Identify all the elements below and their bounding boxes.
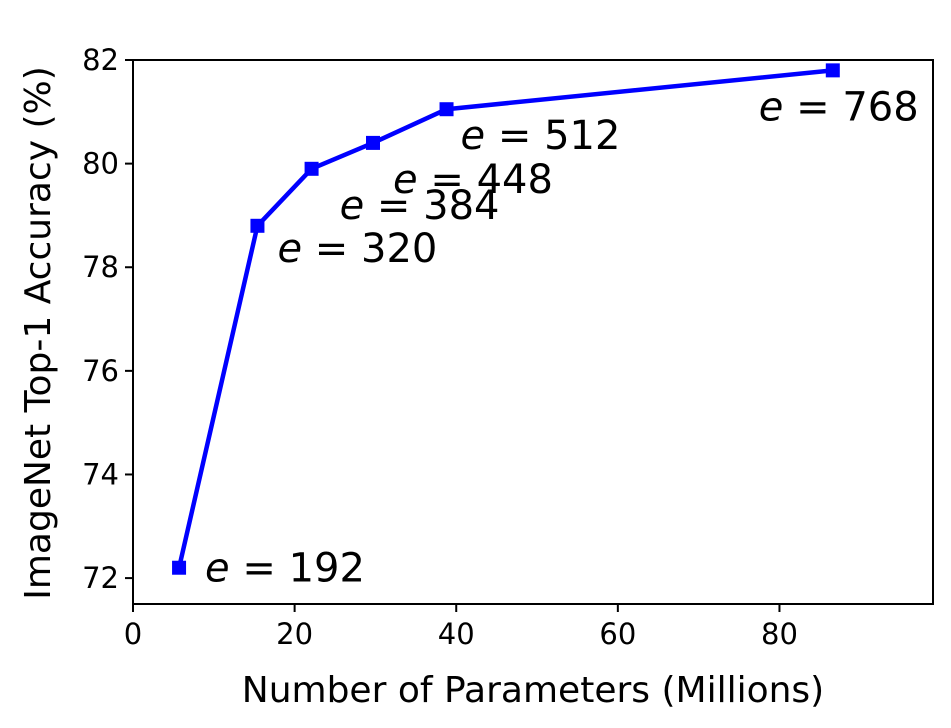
y-tick-label: 80 xyxy=(82,147,119,181)
axes: 0 20 40 60 80 72 74 76 78 80 82 xyxy=(82,43,934,651)
x-tick-label: 40 xyxy=(438,617,475,651)
point-label: e = 192 xyxy=(205,546,365,592)
y-tick-label: 76 xyxy=(82,354,119,388)
data-point-marker xyxy=(250,218,265,233)
data-point-marker xyxy=(172,560,187,575)
point-label: e = 448 xyxy=(393,157,553,203)
y-tick-label: 72 xyxy=(82,561,119,595)
point-label: e = 768 xyxy=(759,84,919,130)
y-tick-label: 82 xyxy=(82,43,119,77)
y-axis-title: ImageNet Top-1 Accuracy (%) xyxy=(18,66,59,600)
point-label: e = 384 xyxy=(340,183,500,229)
x-tick-label: 20 xyxy=(276,617,313,651)
y-tick-label: 78 xyxy=(82,250,119,284)
x-tick-label: 60 xyxy=(599,617,636,651)
plot-frame xyxy=(132,59,934,605)
y-tick-label: 74 xyxy=(82,457,119,491)
data-point-marker xyxy=(304,161,319,176)
data-point-marker xyxy=(825,63,840,78)
point-label: e = 512 xyxy=(461,113,621,159)
x-tick-label: 80 xyxy=(761,617,798,651)
series-layer xyxy=(172,63,840,575)
x-tick-label: 0 xyxy=(124,617,142,651)
data-point-marker xyxy=(439,102,454,117)
series-line xyxy=(176,68,834,569)
x-axis-title: Number of Parameters (Millions) xyxy=(242,670,824,711)
point-label: e = 320 xyxy=(277,226,437,272)
data-point-marker xyxy=(366,135,380,150)
